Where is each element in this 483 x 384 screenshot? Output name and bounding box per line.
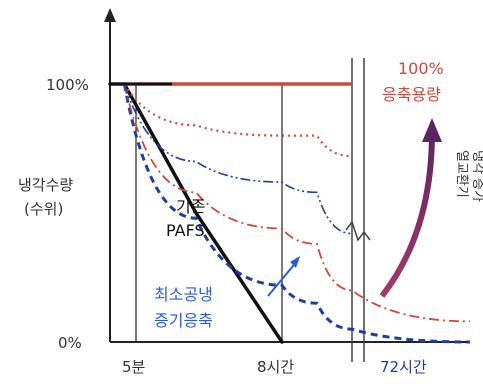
label-min-line1: 최소공냉 <box>154 285 213 304</box>
label-min-line2: 증기응축 <box>154 311 213 330</box>
label-capacity-line1: 100% <box>398 59 444 78</box>
ytick-100: 100% <box>46 76 89 94</box>
xtick-8h: 8시간 <box>257 358 294 376</box>
xtick-5min: 5분 <box>122 358 146 376</box>
label-baseline-line2: PAFS <box>166 221 205 240</box>
ylabel-line1: 냉각수량 <box>18 176 73 194</box>
series-dashdot-red <box>123 83 471 323</box>
series-dashdotdot-blue <box>123 83 353 235</box>
increase-arrowhead <box>422 118 442 142</box>
label-capacity-line2: 응축용량 <box>382 85 441 104</box>
label-arrow-line1: 열교환기 <box>454 150 469 198</box>
increase-arrow <box>379 131 435 298</box>
axis-break-zigzag <box>345 220 371 242</box>
series-dashed-blue <box>122 83 471 344</box>
label-arrow-line2: 냉각 증가 <box>470 150 483 202</box>
ytick-0: 0% <box>58 334 82 352</box>
label-baseline-line1: 기존 <box>176 197 205 216</box>
ylabel-line2: (수위) <box>24 200 63 218</box>
xtick-72h: 72시간 <box>380 358 427 376</box>
series-dotted-red <box>123 83 353 158</box>
y-axis-arrowhead <box>104 8 116 22</box>
pointer-arrowhead <box>290 256 300 268</box>
pointer-arrow <box>267 259 299 297</box>
